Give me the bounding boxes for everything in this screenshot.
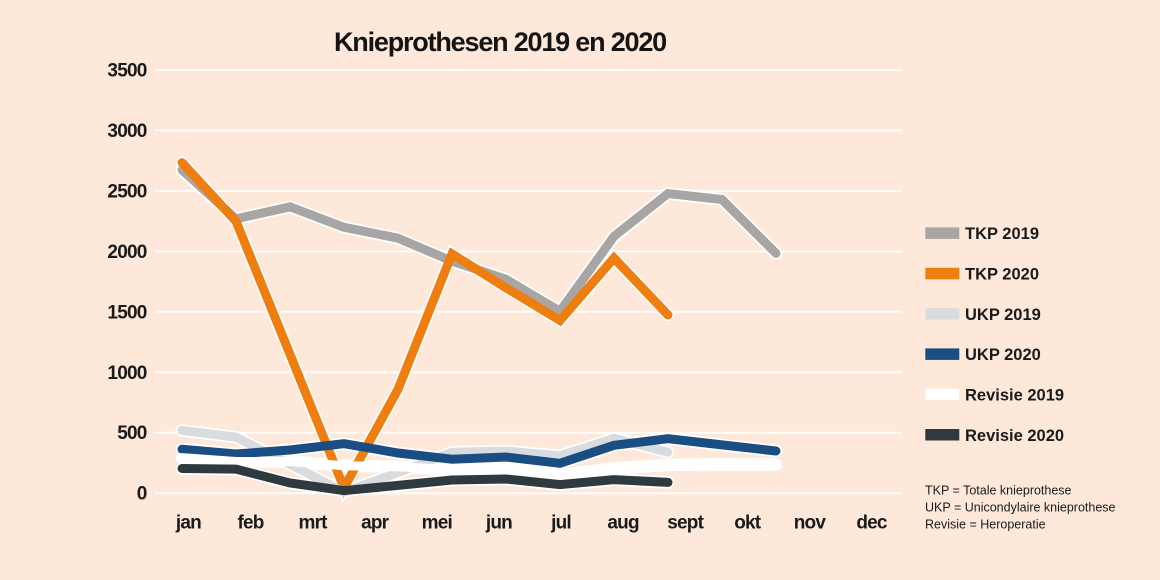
svg-text:1000: 1000 <box>107 363 146 384</box>
svg-text:mrt: mrt <box>298 512 328 533</box>
svg-text:UKP 2019: UKP 2019 <box>965 306 1041 324</box>
svg-text:mei: mei <box>422 512 452 533</box>
svg-text:feb: feb <box>237 512 263 533</box>
svg-text:jan: jan <box>175 512 201 533</box>
svg-text:Revisie = Heroperatie: Revisie = Heroperatie <box>925 518 1046 532</box>
svg-text:TKP 2020: TKP 2020 <box>965 266 1039 284</box>
svg-text:Revisie 2020: Revisie 2020 <box>965 427 1064 445</box>
svg-text:apr: apr <box>361 512 390 533</box>
svg-text:nov: nov <box>794 512 827 533</box>
svg-text:UKP 2020: UKP 2020 <box>965 346 1041 364</box>
svg-text:UKP = Unicondylaire knieprothe: UKP = Unicondylaire knieprothese <box>925 500 1116 514</box>
svg-text:TKP = Totale knieprothese: TKP = Totale knieprothese <box>925 484 1072 498</box>
svg-text:TKP 2019: TKP 2019 <box>965 225 1039 243</box>
svg-text:jun: jun <box>485 512 512 533</box>
svg-text:okt: okt <box>734 512 762 533</box>
svg-text:sept: sept <box>667 512 704 533</box>
svg-text:500: 500 <box>117 423 147 444</box>
svg-text:Knieprothesen 2019 en 2020: Knieprothesen 2019 en 2020 <box>334 27 666 57</box>
svg-text:0: 0 <box>137 484 147 505</box>
svg-text:Revisie 2019: Revisie 2019 <box>965 387 1064 405</box>
svg-text:jul: jul <box>550 512 571 533</box>
svg-text:3000: 3000 <box>107 121 146 142</box>
svg-text:2000: 2000 <box>107 242 146 263</box>
svg-text:1500: 1500 <box>107 302 146 323</box>
svg-text:3500: 3500 <box>107 61 146 82</box>
svg-text:dec: dec <box>856 512 888 533</box>
svg-text:2500: 2500 <box>107 181 146 202</box>
svg-text:aug: aug <box>607 512 639 533</box>
